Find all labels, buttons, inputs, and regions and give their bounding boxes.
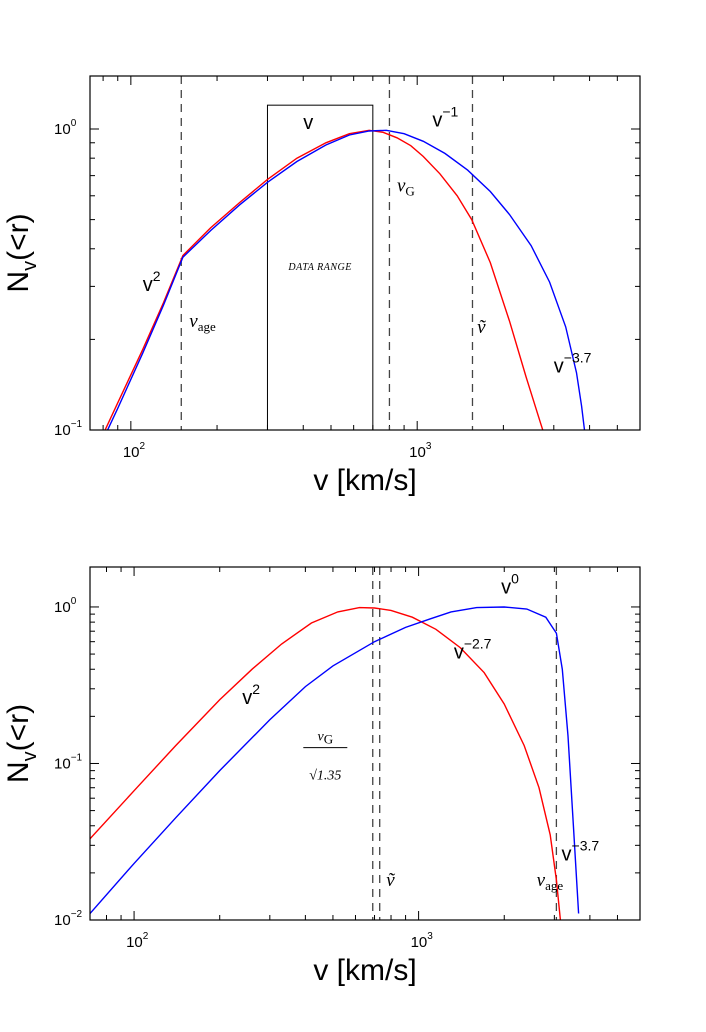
y-tick-base: 10 (54, 599, 71, 616)
y-tick-base: 10 (54, 121, 71, 138)
annotation-base: v (303, 112, 313, 134)
annotation-base: v (554, 356, 564, 378)
x-tick-label: 103 (409, 441, 432, 461)
x-tick-base: 10 (409, 444, 426, 461)
y-tick-base: 10 (54, 755, 71, 772)
y-tick-label: 10−2 (54, 909, 83, 929)
y-label-tail: (<r) (2, 213, 35, 261)
y-tick-label: 10−1 (54, 752, 83, 772)
x-tick-base: 10 (126, 934, 143, 951)
annotation-v_minus3_7: v−3.7 (554, 350, 592, 378)
annotation-v_squared: v2 (242, 681, 260, 709)
plot-frame (89, 75, 641, 431)
annotation-sup: 2 (252, 681, 260, 697)
data-range-label: DATA RANGE (287, 262, 351, 273)
fraction-denominator: √1.35 (309, 769, 341, 784)
x-axis-label: v [km/s] (313, 464, 416, 497)
y-axis-label: Nv(<r) (2, 213, 41, 292)
y-tick-exp: −1 (71, 419, 83, 430)
annotation-v_age: vage (189, 311, 216, 334)
series-line-0 (90, 606, 562, 920)
annotation-sup: −2.7 (464, 635, 492, 651)
x-tick-base: 10 (411, 934, 428, 951)
annotation-v_minus2_7: v−2.7 (454, 635, 492, 663)
x-axis-label: v [km/s] (313, 954, 416, 987)
y-tick-exp: −2 (71, 909, 83, 920)
annotation-base: v (242, 687, 252, 709)
x-ticks (89, 567, 641, 920)
x-tick-exp: 2 (143, 931, 149, 942)
annotation-base: v (397, 175, 406, 196)
series-line-0 (104, 129, 544, 430)
y-tick-exp: 0 (71, 118, 77, 129)
annotation-v_minus1: v−1 (432, 103, 458, 131)
annotation-v_squared: v2 (143, 268, 161, 296)
annotation-sup: 2 (153, 268, 161, 284)
annotation-sup: 0 (511, 570, 519, 586)
annotation-base: v (432, 109, 442, 131)
y-label-sub: v (19, 751, 41, 761)
annotation-base: v (562, 843, 572, 865)
x-tick-label: 103 (411, 931, 434, 951)
annotation-v_G: vG (397, 175, 415, 198)
annotation-base: v (501, 576, 511, 598)
y-tick-exp: 0 (71, 596, 77, 607)
annotation-v_tilde: ṽ (386, 870, 395, 891)
y-ticks (90, 606, 640, 921)
annotation-sup: −1 (442, 103, 458, 119)
x-tick-label: 102 (123, 441, 146, 461)
series-group (90, 606, 580, 920)
y-tick-label: 10−1 (54, 419, 83, 439)
x-tick-exp: 2 (140, 441, 146, 452)
fraction-numerator: vG (317, 730, 333, 747)
annotation-sub: age (198, 319, 216, 334)
annotation-base: v (189, 311, 198, 332)
plot-frame (89, 566, 641, 921)
y-label-main: N (2, 761, 35, 783)
x-ticks (102, 76, 641, 430)
y-tick-label: 100 (54, 596, 77, 616)
annotation-v_age: vage (537, 870, 564, 893)
annotation-sub: G (405, 183, 414, 198)
annotation-base: v (537, 870, 546, 891)
annotation-v0: v0 (501, 570, 519, 598)
y-tick-exp: −1 (71, 752, 83, 763)
x-tick-base: 10 (123, 444, 140, 461)
series-line-1 (90, 606, 580, 914)
frac-num-sub: G (324, 732, 333, 747)
annotation-sup: −3.7 (572, 837, 600, 853)
x-tick-exp: 3 (427, 931, 433, 942)
annotation-v_minus3_7: v−3.7 (562, 837, 600, 865)
annotation-sub: age (545, 878, 563, 893)
annotation-v: v (303, 112, 313, 134)
y-tick-label: 100 (54, 118, 77, 138)
y-tick-base: 10 (54, 912, 71, 929)
frac-num-base: v (317, 730, 324, 745)
annotation-v_tilde: ṽ (477, 317, 486, 338)
annotation-sup: −3.7 (564, 350, 592, 366)
x-tick-exp: 3 (426, 441, 432, 452)
annotation-base: v (454, 641, 464, 663)
y-label-tail: (<r) (2, 704, 35, 752)
series-line-1 (106, 129, 586, 430)
y-label-main: N (2, 271, 35, 293)
series-group (104, 129, 586, 430)
x-tick-label: 102 (126, 931, 149, 951)
y-label-sub: v (19, 261, 41, 271)
y-tick-base: 10 (54, 422, 71, 439)
y-axis-label: Nv(<r) (2, 704, 41, 783)
y-ticks (90, 128, 640, 431)
annotation-base: v (143, 274, 153, 296)
